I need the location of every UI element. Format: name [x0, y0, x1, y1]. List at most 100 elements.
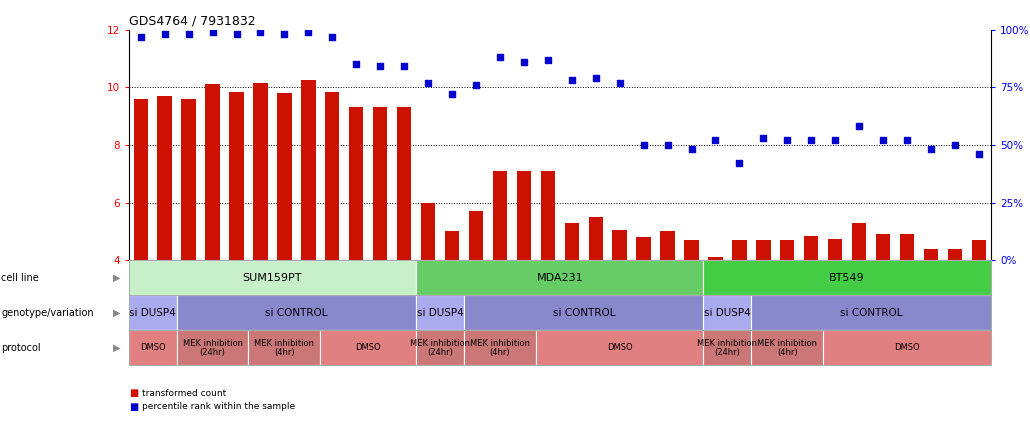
Text: ■: ■	[129, 388, 138, 398]
Bar	[253, 83, 268, 260]
Point	[779, 137, 795, 144]
Point	[923, 146, 939, 153]
Point	[300, 28, 316, 35]
Text: si DUSP4: si DUSP4	[417, 308, 464, 318]
Bar	[756, 240, 770, 260]
Point	[755, 135, 771, 141]
Point	[229, 31, 245, 38]
Text: ▶: ▶	[112, 308, 121, 318]
Point	[468, 82, 484, 88]
Text: si CONTROL: si CONTROL	[839, 308, 902, 318]
Point	[899, 137, 916, 144]
Point	[659, 141, 676, 148]
Point	[348, 61, 365, 68]
Point	[540, 56, 556, 63]
Bar	[684, 240, 698, 260]
Text: si CONTROL: si CONTROL	[552, 308, 615, 318]
Text: genotype/variation: genotype/variation	[1, 308, 94, 318]
Point	[396, 63, 412, 70]
Point	[491, 54, 508, 60]
Point	[133, 33, 149, 40]
Point	[444, 91, 460, 98]
Text: ▶: ▶	[112, 273, 121, 283]
Point	[970, 151, 987, 157]
Bar	[780, 240, 794, 260]
Bar	[876, 234, 890, 260]
Bar	[828, 239, 843, 260]
Text: MEK inhibition
(4hr): MEK inhibition (4hr)	[254, 338, 314, 357]
Point	[180, 31, 197, 38]
Text: DMSO: DMSO	[607, 343, 632, 352]
Point	[851, 123, 867, 130]
Bar	[181, 99, 196, 260]
Text: ■: ■	[129, 402, 138, 412]
Text: si CONTROL: si CONTROL	[265, 308, 328, 318]
Bar	[277, 93, 291, 260]
Bar	[900, 234, 915, 260]
Text: si DUSP4: si DUSP4	[130, 308, 176, 318]
Point	[157, 31, 173, 38]
Bar	[971, 240, 986, 260]
Text: BT549: BT549	[829, 273, 865, 283]
Bar	[660, 231, 675, 260]
Bar	[301, 80, 315, 260]
Bar	[709, 257, 723, 260]
Bar	[349, 107, 364, 260]
Text: MEK inhibition
(24hr): MEK inhibition (24hr)	[410, 338, 470, 357]
Bar	[230, 91, 244, 260]
Point	[587, 74, 604, 81]
Bar	[469, 211, 483, 260]
Point	[731, 160, 748, 167]
Bar	[541, 171, 555, 260]
Text: DMSO: DMSO	[140, 343, 166, 352]
Bar	[613, 230, 627, 260]
Point	[874, 137, 891, 144]
Text: cell line: cell line	[1, 273, 39, 283]
Text: MEK inhibition
(4hr): MEK inhibition (4hr)	[757, 338, 818, 357]
Bar	[564, 222, 579, 260]
Point	[683, 146, 699, 153]
Bar	[445, 231, 459, 260]
Point	[252, 28, 269, 35]
Text: si DUSP4: si DUSP4	[705, 308, 751, 318]
Text: percentile rank within the sample: percentile rank within the sample	[142, 402, 296, 412]
Point	[612, 79, 628, 86]
Point	[420, 79, 437, 86]
Text: protocol: protocol	[1, 343, 40, 353]
Text: MEK inhibition
(24hr): MEK inhibition (24hr)	[697, 338, 757, 357]
Point	[636, 141, 652, 148]
Bar	[924, 249, 938, 260]
Bar	[325, 91, 340, 260]
Bar	[158, 96, 172, 260]
Bar	[517, 171, 531, 260]
Text: GDS4764 / 7931832: GDS4764 / 7931832	[129, 14, 255, 27]
Text: transformed count: transformed count	[142, 389, 227, 398]
Point	[563, 77, 580, 84]
Point	[947, 141, 963, 148]
Point	[204, 28, 220, 35]
Text: MEK inhibition
(24hr): MEK inhibition (24hr)	[182, 338, 243, 357]
Bar	[492, 171, 507, 260]
Bar	[852, 222, 866, 260]
Point	[708, 137, 724, 144]
Point	[803, 137, 820, 144]
Point	[324, 33, 341, 40]
Bar	[421, 203, 436, 260]
Bar	[948, 249, 962, 260]
Text: DMSO: DMSO	[894, 343, 920, 352]
Bar	[373, 107, 387, 260]
Point	[516, 58, 533, 65]
Bar	[637, 237, 651, 260]
Text: DMSO: DMSO	[355, 343, 381, 352]
Bar	[397, 107, 411, 260]
Text: ▶: ▶	[112, 343, 121, 353]
Point	[827, 137, 844, 144]
Bar	[205, 84, 219, 260]
Bar	[732, 240, 747, 260]
Bar	[134, 99, 148, 260]
Text: MEK inhibition
(4hr): MEK inhibition (4hr)	[470, 338, 530, 357]
Point	[276, 31, 293, 38]
Point	[372, 63, 388, 70]
Text: SUM159PT: SUM159PT	[243, 273, 302, 283]
Text: MDA231: MDA231	[537, 273, 583, 283]
